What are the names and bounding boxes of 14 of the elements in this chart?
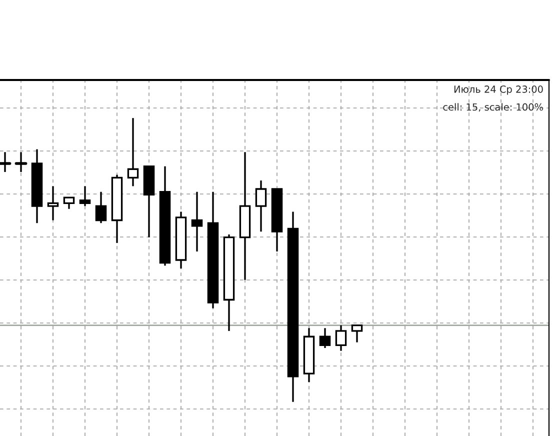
candlestick: [14, 151, 28, 173]
candlestick: [351, 324, 363, 344]
candlestick: [191, 191, 203, 252]
candlestick: [335, 324, 347, 352]
candlestick: [47, 185, 59, 222]
candlestick: [63, 196, 75, 210]
candlestick: [319, 327, 331, 349]
candlestick: [127, 117, 139, 188]
candlestick: [255, 180, 267, 232]
candlestick: [0, 151, 12, 173]
text: cell: 15, scale: 100%: [443, 103, 543, 112]
text: Июль 24 Ср 23:00: [454, 86, 543, 95]
candlestick: [95, 191, 107, 224]
candlestick: [79, 185, 91, 207]
